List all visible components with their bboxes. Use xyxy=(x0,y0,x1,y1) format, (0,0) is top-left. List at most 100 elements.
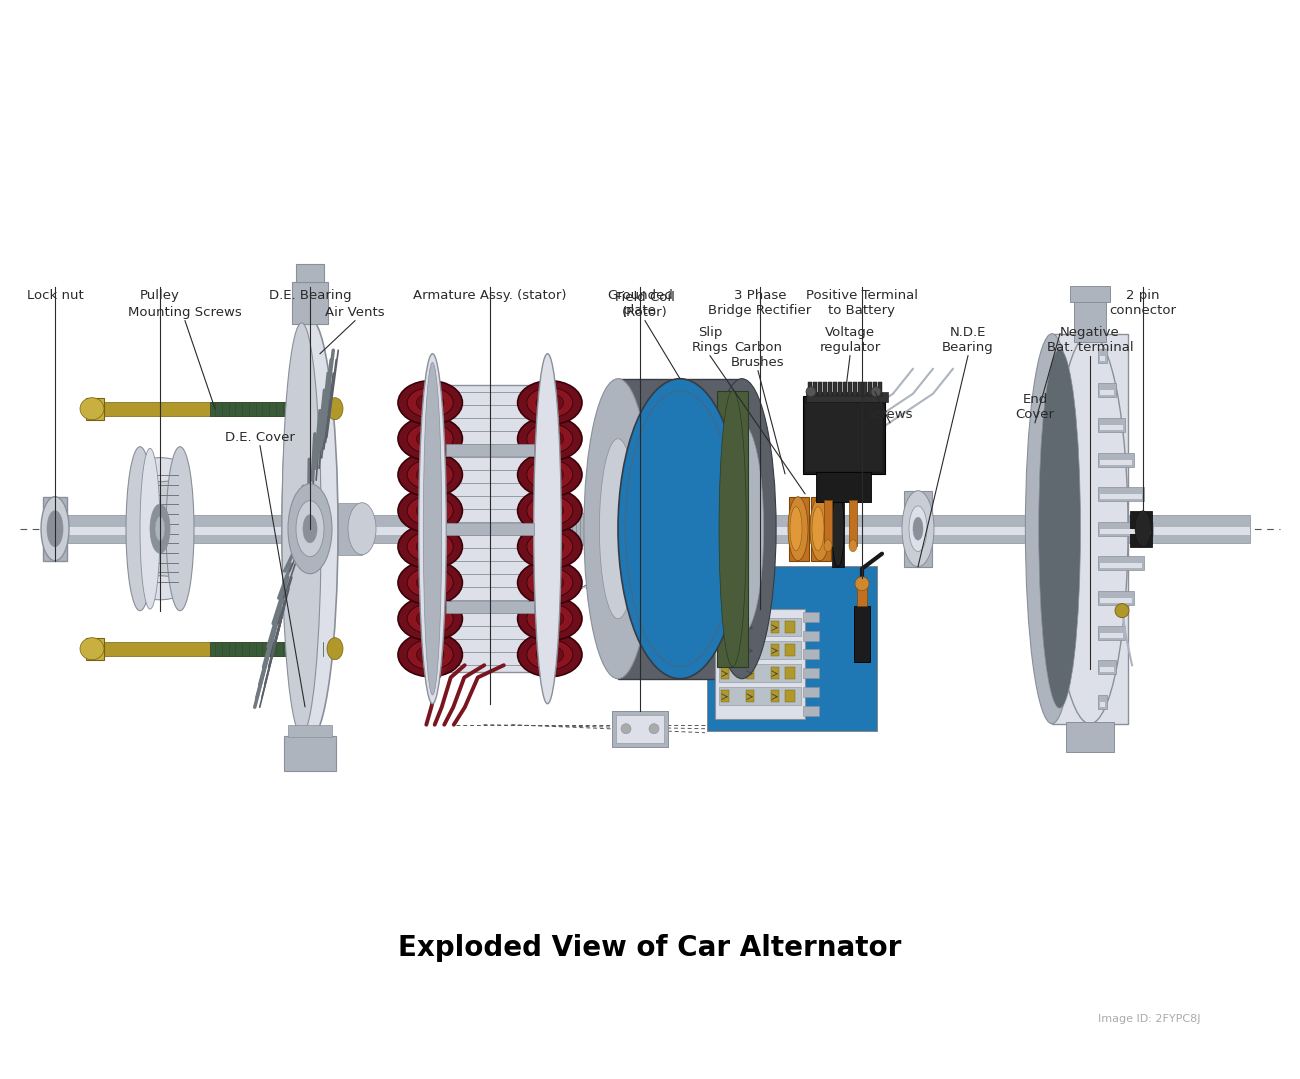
Ellipse shape xyxy=(517,381,582,425)
Bar xyxy=(1130,510,1152,547)
Ellipse shape xyxy=(832,491,844,566)
Ellipse shape xyxy=(618,379,742,679)
Bar xyxy=(289,725,332,737)
Text: Lock nut: Lock nut xyxy=(26,289,83,302)
Bar xyxy=(1098,660,1115,674)
Ellipse shape xyxy=(282,323,321,735)
Bar xyxy=(809,382,812,396)
Ellipse shape xyxy=(398,597,463,641)
Ellipse shape xyxy=(517,597,582,641)
Bar xyxy=(292,282,328,324)
Ellipse shape xyxy=(398,632,463,677)
Ellipse shape xyxy=(419,354,446,704)
Ellipse shape xyxy=(526,424,573,453)
Bar xyxy=(1100,701,1105,707)
Bar xyxy=(771,667,779,679)
Text: 3 Phase
Bridge Rectifier: 3 Phase Bridge Rectifier xyxy=(708,289,811,317)
Ellipse shape xyxy=(812,507,824,550)
Ellipse shape xyxy=(81,638,104,659)
Ellipse shape xyxy=(328,638,343,659)
Ellipse shape xyxy=(1026,333,1079,724)
Ellipse shape xyxy=(416,645,445,664)
Bar xyxy=(43,496,68,561)
Ellipse shape xyxy=(328,398,343,420)
Ellipse shape xyxy=(658,510,718,547)
Bar xyxy=(833,382,837,396)
Bar xyxy=(1100,391,1114,395)
Ellipse shape xyxy=(659,574,716,610)
Ellipse shape xyxy=(517,489,582,533)
Bar xyxy=(803,650,819,659)
Ellipse shape xyxy=(407,604,454,633)
Ellipse shape xyxy=(663,617,714,653)
Ellipse shape xyxy=(649,724,659,734)
Bar xyxy=(1100,425,1123,429)
Ellipse shape xyxy=(303,515,317,543)
Bar xyxy=(771,620,779,632)
Ellipse shape xyxy=(407,460,454,490)
Bar xyxy=(828,382,832,396)
Bar xyxy=(785,689,796,701)
Bar xyxy=(903,491,932,566)
Bar xyxy=(1100,356,1105,360)
Bar xyxy=(722,667,729,679)
Text: Field Coil
(Rotor): Field Coil (Rotor) xyxy=(615,290,675,318)
Bar xyxy=(746,689,754,701)
Ellipse shape xyxy=(536,610,564,628)
Ellipse shape xyxy=(517,416,582,461)
Bar xyxy=(1100,632,1123,638)
Bar xyxy=(803,687,819,697)
Text: Exploded View of Car Alternator: Exploded View of Car Alternator xyxy=(398,933,902,961)
Bar xyxy=(818,382,822,396)
Text: Carbon
Brushes: Carbon Brushes xyxy=(731,341,785,369)
Polygon shape xyxy=(86,638,104,659)
Bar xyxy=(1066,722,1114,752)
Bar xyxy=(446,601,534,614)
Bar xyxy=(863,382,867,396)
Text: D.E. Bearing: D.E. Bearing xyxy=(269,289,351,302)
Bar xyxy=(90,642,335,656)
Ellipse shape xyxy=(416,574,445,591)
Ellipse shape xyxy=(788,496,809,561)
Ellipse shape xyxy=(526,604,573,633)
Ellipse shape xyxy=(416,610,445,628)
Bar xyxy=(1100,667,1114,672)
Bar xyxy=(719,686,801,705)
Ellipse shape xyxy=(806,386,816,397)
Bar xyxy=(805,398,883,472)
Bar xyxy=(338,503,361,555)
Ellipse shape xyxy=(42,496,69,561)
Ellipse shape xyxy=(398,524,463,569)
Text: Slip
Rings: Slip Rings xyxy=(692,326,728,354)
Ellipse shape xyxy=(140,449,160,609)
Ellipse shape xyxy=(902,491,933,566)
Ellipse shape xyxy=(398,561,463,604)
Bar xyxy=(715,609,805,719)
Ellipse shape xyxy=(810,496,829,561)
Text: Mounting Screws: Mounting Screws xyxy=(129,305,242,318)
Ellipse shape xyxy=(398,489,463,533)
Bar xyxy=(722,689,729,701)
Bar xyxy=(806,392,888,401)
Bar xyxy=(1098,487,1144,501)
Bar xyxy=(771,689,779,701)
Ellipse shape xyxy=(150,504,170,554)
Ellipse shape xyxy=(1052,333,1128,724)
Ellipse shape xyxy=(407,495,454,525)
Ellipse shape xyxy=(517,524,582,569)
Bar xyxy=(1100,494,1141,500)
Ellipse shape xyxy=(855,576,868,590)
Bar xyxy=(707,565,878,730)
Bar xyxy=(812,382,816,396)
Ellipse shape xyxy=(416,394,445,412)
Bar xyxy=(832,491,844,566)
Ellipse shape xyxy=(536,537,564,556)
Bar xyxy=(857,584,867,605)
Ellipse shape xyxy=(659,448,716,483)
Text: alamy: alamy xyxy=(39,1021,133,1049)
Text: D.E. Cover: D.E. Cover xyxy=(225,431,295,443)
Bar xyxy=(746,667,754,679)
Ellipse shape xyxy=(407,568,454,598)
Ellipse shape xyxy=(296,501,324,557)
Bar xyxy=(1100,529,1150,534)
